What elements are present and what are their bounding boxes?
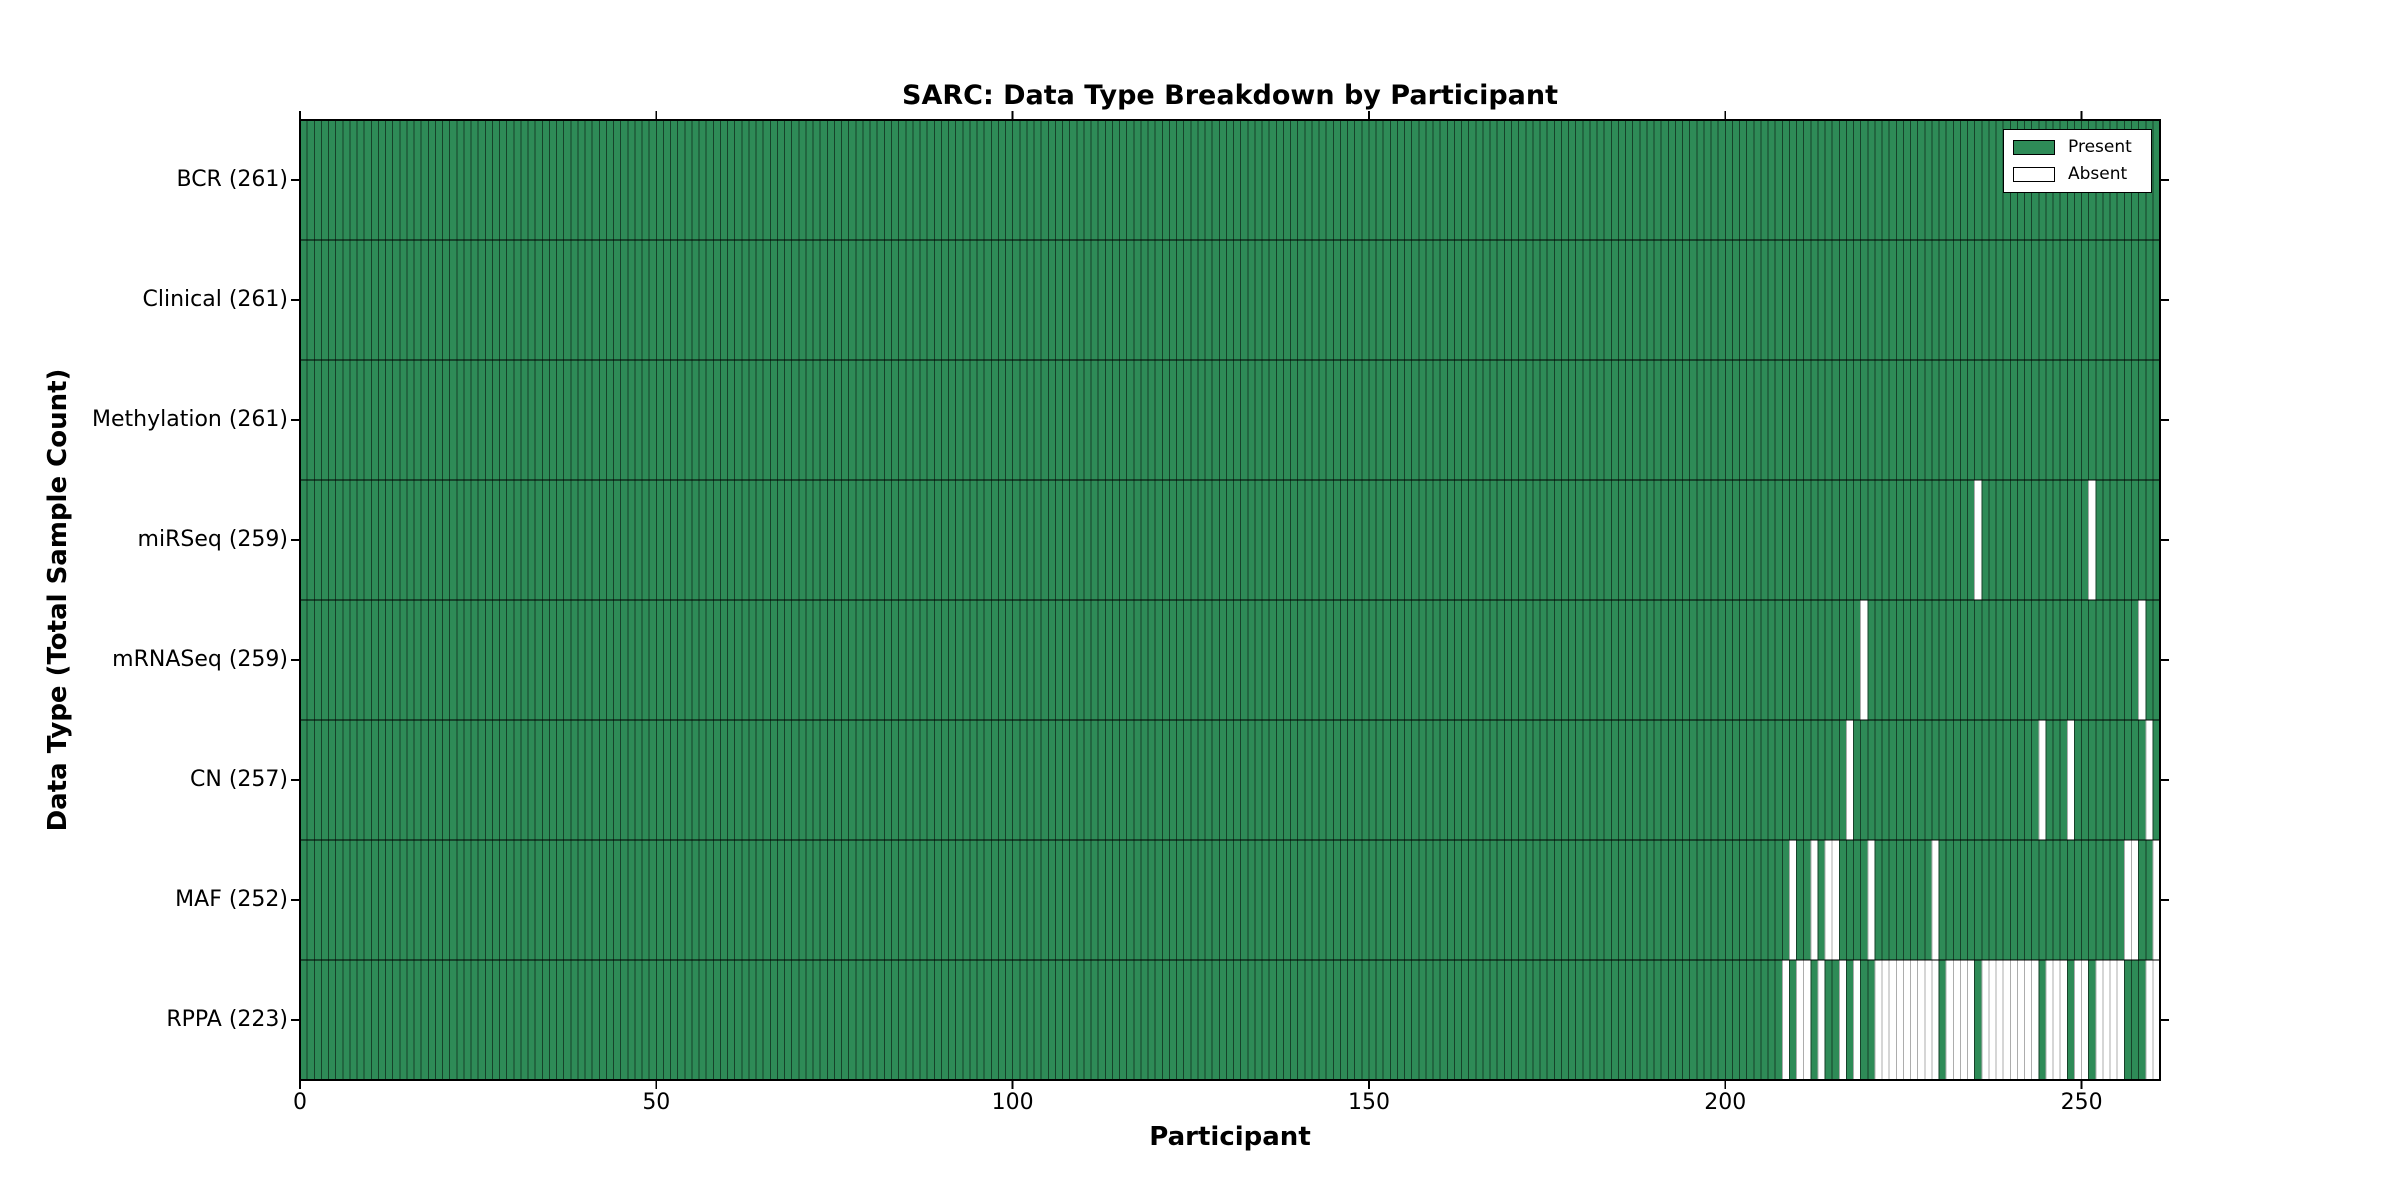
row-label-BCR: BCR (261) (176, 167, 288, 192)
legend-label-absent: Absent (2068, 163, 2128, 184)
chart-title: SARC: Data Type Breakdown by Participant (901, 80, 1559, 111)
legend-swatch-absent-icon (2013, 166, 2055, 182)
x-tick-label-0: 0 (293, 1090, 307, 1115)
row-label-Methylation: Methylation (261) (92, 407, 288, 432)
row-label-CN: CN (257) (190, 767, 288, 792)
row-label-Clinical: Clinical (261) (142, 287, 288, 312)
heatmap-row-BCR (299, 119, 2161, 241)
legend-label-present: Present (2068, 137, 2132, 158)
x-tick-label-200: 200 (1704, 1090, 1747, 1115)
heatmap-row-Clinical (299, 239, 2161, 361)
legend-swatch-present-icon (2013, 140, 2055, 156)
heatmap-row-CN (299, 719, 2161, 841)
legend-item-present: Present (2013, 139, 2142, 156)
x-tick-label-100: 100 (991, 1090, 1034, 1115)
row-label-MAF: MAF (252) (175, 887, 288, 912)
x-axis-label: Participant (1149, 1122, 1311, 1152)
x-tick-label-150: 150 (1347, 1090, 1390, 1115)
heatmap-row-miRSeq (299, 479, 2161, 601)
x-tick-label-50: 50 (642, 1090, 671, 1115)
row-label-RPPA: RPPA (223) (166, 1007, 288, 1032)
legend-item-absent: Absent (2013, 163, 2142, 184)
x-tick-label-250: 250 (2060, 1090, 2103, 1115)
row-label-miRSeq: miRSeq (259) (137, 527, 288, 552)
heatmap-row-Methylation (299, 359, 2161, 481)
legend: Present Absent (2003, 129, 2152, 193)
heatmap-row-MAF (299, 839, 2161, 961)
heatmap-row-mRNASeq (299, 599, 2161, 721)
row-label-mRNASeq: mRNASeq (259) (112, 647, 288, 672)
heatmap-row-RPPA (299, 959, 2161, 1081)
